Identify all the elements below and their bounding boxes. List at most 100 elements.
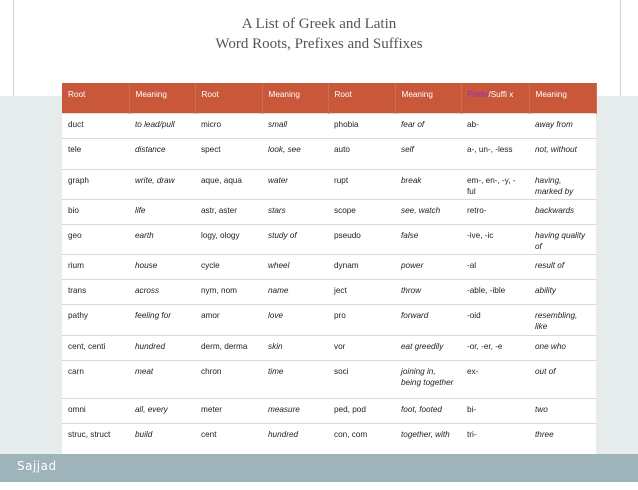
table-cell: forward (395, 303, 461, 335)
table-cell: tele (62, 137, 129, 169)
table-cell: backwards (529, 198, 596, 224)
table-cell: struc, struct (62, 422, 129, 454)
table-cell: aque, aqua (195, 168, 262, 199)
table-cell: water (262, 168, 328, 199)
table-row: pathy feeling for amor love pro forward -oid re… (62, 303, 596, 335)
table-cell: having, marked by (529, 168, 596, 199)
table-cell: derm, derma (195, 334, 262, 360)
table-cell: resembling, like (529, 303, 596, 335)
table-cell: omni (62, 397, 129, 423)
table-cell: look, see (262, 137, 328, 169)
table-cell: phobia (328, 112, 395, 138)
table-cell: em-, en-, -y, -ful (461, 168, 529, 199)
table-cell: out of (529, 359, 596, 398)
table-cell: break (395, 168, 461, 199)
table-cell: pseudo (328, 223, 395, 254)
table-cell: result of (529, 253, 596, 279)
table-cell: name (262, 278, 328, 304)
table-cell: one who (529, 334, 596, 360)
side-band-left (0, 96, 62, 456)
table-cell: see, watch (395, 198, 461, 224)
table-cell: house (129, 253, 195, 279)
table-cell: spect (195, 137, 262, 169)
table-row: trans across nym, nom name ject throw -able, -… (62, 278, 596, 304)
header-meaning-3: Meaning (395, 83, 462, 113)
table-cell: -al (461, 253, 529, 279)
table-cell: not, without (529, 137, 596, 169)
table-cell: hundred (129, 334, 195, 360)
table-cell: hundred (262, 422, 328, 454)
table-cell: astr, aster (195, 198, 262, 224)
table-cell: feeling for (129, 303, 195, 335)
slide-title-line-2: Word Roots, Prefixes and Suffixes (215, 36, 423, 52)
table-cell: to lead/pull (129, 112, 195, 138)
table-cell: amor (195, 303, 262, 335)
table-cell: life (129, 198, 195, 224)
table-cell: tri- (461, 422, 529, 454)
table-row: graph write, draw aque, aqua water rupt break… (62, 168, 596, 199)
table-row: cent, centi hundred derm, derma skin vor eat … (62, 334, 596, 360)
table-cell: fear of (395, 112, 461, 138)
header-root-3: Root (328, 83, 396, 113)
table-cell: nym, nom (195, 278, 262, 304)
header-meaning-1: Meaning (129, 83, 196, 113)
footer-author: Sajjad (17, 459, 57, 473)
table-row: rium house cycle wheel dynam power -al result o… (62, 253, 596, 279)
table-cell: auto (328, 137, 395, 169)
table-cell: chron (195, 359, 262, 398)
table-row: duct to lead/pull micro small phobia fear of a… (62, 112, 596, 138)
table-cell: meat (129, 359, 195, 398)
table-cell: study of (262, 223, 328, 254)
table-row: tele distance spect look, see auto self a-, un… (62, 137, 596, 169)
table-cell: write, draw (129, 168, 195, 199)
table-cell: rupt (328, 168, 395, 199)
table-cell: dynam (328, 253, 395, 279)
table-cell: ability (529, 278, 596, 304)
header-prefix-suffix: Prefix/Suffi x (461, 83, 530, 113)
table-header-row: Root Meaning Root Meaning Root Meaning P… (62, 83, 597, 113)
table-cell: small (262, 112, 328, 138)
table-cell: earth (129, 223, 195, 254)
slide-title-line-1: A List of Greek and Latin (241, 16, 397, 32)
table-cell: measure (262, 397, 328, 423)
table-cell: bio (62, 198, 129, 224)
table-cell: a-, un-, -less (461, 137, 529, 169)
table-cell: meter (195, 397, 262, 423)
table-cell: bi- (461, 397, 529, 423)
table-cell: together, with (395, 422, 461, 454)
header-suffix-part: /Suffi x (488, 90, 514, 99)
side-band-right (596, 96, 638, 456)
table-cell: logy, ology (195, 223, 262, 254)
word-roots-table: Root Meaning Root Meaning Root Meaning P… (62, 83, 597, 482)
table-cell: cent (195, 422, 262, 454)
table-cell: wheel (262, 253, 328, 279)
table-cell: time (262, 359, 328, 398)
table-cell: -oid (461, 303, 529, 335)
table-cell: cent, centi (62, 334, 129, 360)
table-cell: geo (62, 223, 129, 254)
header-meaning-2: Meaning (262, 83, 329, 113)
table-cell: across (129, 278, 195, 304)
table-cell: retro- (461, 198, 529, 224)
table-cell: scope (328, 198, 395, 224)
table-cell: stars (262, 198, 328, 224)
table-cell: two (529, 397, 596, 423)
table-cell: having quality of (529, 223, 596, 254)
table-cell: ject (328, 278, 395, 304)
table-cell: ex- (461, 359, 529, 398)
slide-title: A List of Greek and Latin Word Roots, Pr… (0, 14, 638, 54)
table-cell: build (129, 422, 195, 454)
table-cell: skin (262, 334, 328, 360)
table-cell: vor (328, 334, 395, 360)
table-cell: distance (129, 137, 195, 169)
table-row: omni all, every meter measure ped, pod foot, … (62, 397, 596, 423)
table-row: geo earth logy, ology study of pseudo false -i… (62, 223, 596, 254)
table-row: struc, struct build cent hundred con, com tog… (62, 422, 596, 454)
table-cell: away from (529, 112, 596, 138)
table-cell: trans (62, 278, 129, 304)
table-cell: joining in, being together (395, 359, 461, 398)
table-cell: three (529, 422, 596, 454)
table-cell: -able, -ible (461, 278, 529, 304)
table-cell: throw (395, 278, 461, 304)
table-cell: power (395, 253, 461, 279)
